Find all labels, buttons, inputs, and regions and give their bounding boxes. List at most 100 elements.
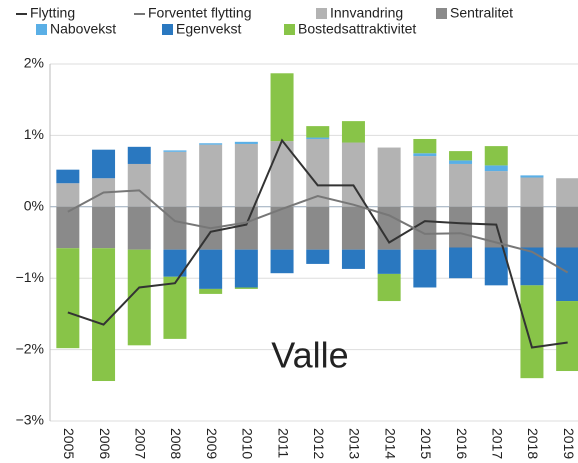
x-tick-label: 2011 <box>275 428 291 458</box>
bar-segment <box>56 169 80 184</box>
bar-segment <box>199 143 223 145</box>
bar-segment <box>92 206 116 249</box>
bar-segment <box>92 149 116 179</box>
bar-segment <box>449 163 473 207</box>
x-tick-label: 2013 <box>347 428 363 459</box>
legend-label: Sentralitet <box>450 5 513 21</box>
bar-segment <box>163 276 187 339</box>
bar-segment <box>234 206 258 250</box>
bar-segment <box>413 138 437 154</box>
bar-segment <box>127 146 151 164</box>
bar-segment <box>413 249 437 288</box>
bar-segment <box>127 249 151 346</box>
bar-segment <box>484 171 508 207</box>
bar-segment <box>127 163 151 207</box>
bar-segment <box>484 247 508 286</box>
bar-segment <box>306 137 330 139</box>
bar-segment <box>556 247 578 302</box>
bar-segment <box>520 175 544 178</box>
bar-segment <box>413 153 437 157</box>
x-tick-label: 2007 <box>133 428 149 459</box>
bar-segment <box>520 177 544 207</box>
bar-segment <box>234 141 258 144</box>
bar-segment <box>449 151 473 161</box>
bar-segment <box>56 248 80 349</box>
bar-segment <box>520 206 544 248</box>
bar-segment <box>199 288 223 294</box>
x-tick-label: 2015 <box>418 428 434 459</box>
bar-segment <box>341 206 365 250</box>
bar-segment <box>163 206 187 250</box>
x-tick-label: 2009 <box>204 428 220 459</box>
bar-segment <box>377 249 401 274</box>
y-tick-label: 1% <box>24 126 44 142</box>
bar-segment <box>306 126 330 138</box>
legend-swatch <box>284 24 295 35</box>
y-tick-label: −3% <box>16 412 44 428</box>
bar-segment <box>556 178 578 207</box>
x-tick-label: 2008 <box>168 428 184 459</box>
x-tick-label: 2005 <box>61 428 77 459</box>
bar-segment <box>341 121 365 143</box>
bar-segment <box>270 206 294 250</box>
bar-segment <box>449 206 473 248</box>
bar-segment <box>377 273 401 302</box>
line <box>67 138 568 349</box>
bar-segment <box>341 249 365 269</box>
bar-segment <box>306 138 330 207</box>
x-tick-label: 2012 <box>311 428 327 459</box>
bar-segment <box>163 151 187 207</box>
bar-segment <box>270 73 294 142</box>
legend-label: Bostedsattraktivitet <box>298 21 416 37</box>
x-tick-label: 2014 <box>382 428 398 459</box>
bar-segment <box>520 285 544 379</box>
line <box>67 189 569 274</box>
bar-segment <box>484 146 508 166</box>
x-tick-label: 2017 <box>490 428 506 459</box>
bar-segment <box>56 183 80 207</box>
bar-segment <box>92 248 116 382</box>
y-tick-label: −2% <box>16 340 44 356</box>
bar-segment <box>199 144 223 207</box>
bar-segment <box>163 150 187 152</box>
bar-segment <box>163 249 187 277</box>
bar-segment <box>556 206 578 248</box>
x-tick-label: 2016 <box>454 428 470 459</box>
bar-segment <box>377 147 401 207</box>
bar-segment <box>306 206 330 250</box>
bar-segment <box>199 249 223 289</box>
bar-segment <box>270 141 294 207</box>
bar-segment <box>341 142 365 207</box>
legend-swatch <box>316 8 327 19</box>
legend-label: Flytting <box>30 5 75 21</box>
y-tick-label: 0% <box>24 198 44 214</box>
legend-swatch <box>36 24 47 35</box>
bar-segment <box>270 249 294 274</box>
bar-segment <box>234 287 258 289</box>
bar-segment <box>413 206 437 250</box>
legend-label: Forventet flytting <box>148 5 252 21</box>
legend-label: Egenvekst <box>176 21 241 37</box>
x-tick-label: 2006 <box>97 428 113 459</box>
x-tick-label: 2010 <box>240 428 256 459</box>
bar-segment <box>556 301 578 372</box>
bar-segment <box>234 249 258 288</box>
y-tick-label: 2% <box>24 55 44 71</box>
bar-segment <box>56 206 80 249</box>
bar-segment <box>127 206 151 250</box>
bar-segment <box>449 160 473 164</box>
legend-label: Innvandring <box>330 5 403 21</box>
bar-segment <box>520 247 544 286</box>
bar-segment <box>234 143 258 207</box>
legend-swatch <box>436 8 447 19</box>
legend-swatch <box>162 24 173 35</box>
bar-segment <box>306 249 330 264</box>
bar-segment <box>449 247 473 279</box>
bar-segment <box>413 156 437 207</box>
x-tick-label: 2019 <box>561 428 577 459</box>
annotation: Valle <box>271 335 348 376</box>
legend-label: Nabovekst <box>50 21 116 37</box>
x-tick-label: 2018 <box>525 428 541 459</box>
bar-segment <box>484 165 508 172</box>
